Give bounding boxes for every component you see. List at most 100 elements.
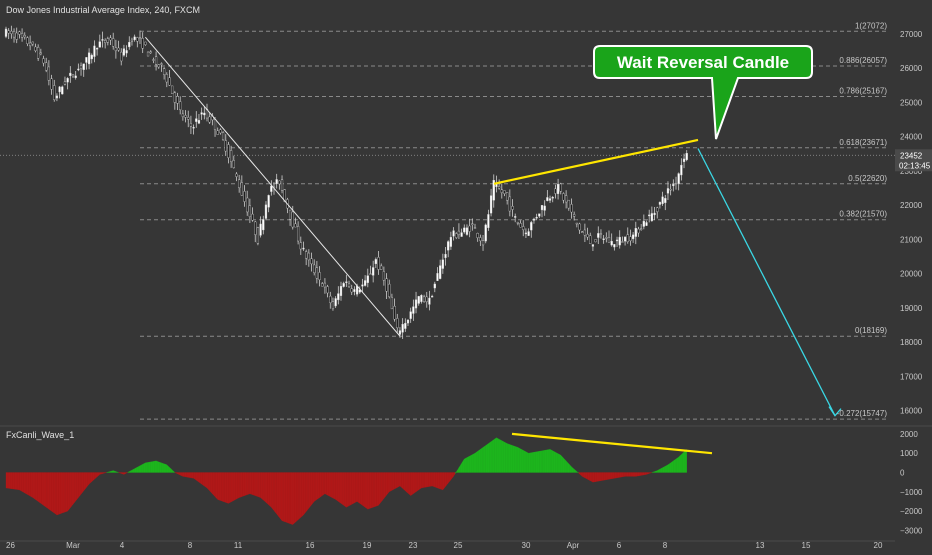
oscillator-segment <box>141 463 144 473</box>
oscillator-segment <box>346 472 349 508</box>
candle-body <box>573 214 576 217</box>
candle <box>626 227 629 244</box>
oscillator-segment <box>191 472 194 479</box>
candle <box>104 38 107 49</box>
candle-body <box>152 59 155 61</box>
oscillator-segment <box>43 472 47 508</box>
oscillator-segment <box>34 472 38 502</box>
candle-body <box>69 72 72 76</box>
candle-body <box>632 234 635 240</box>
candle-body <box>230 150 233 162</box>
candle <box>650 206 653 222</box>
oscillator-segment <box>399 472 402 488</box>
oscillator-segment <box>5 472 9 489</box>
candle <box>130 37 134 46</box>
oscillator-segment <box>67 472 70 512</box>
oscillator-segment <box>624 472 628 477</box>
oscillator-segment <box>152 461 155 473</box>
oscillator-segment <box>56 472 59 516</box>
oscillator-segment <box>373 472 376 508</box>
oscillator-segment <box>587 472 590 481</box>
oscillator-segment <box>217 472 220 501</box>
oscillator-segment <box>669 461 672 473</box>
oscillator-segment <box>512 445 515 473</box>
candle-body <box>597 233 600 238</box>
oscillator-segment <box>163 463 166 473</box>
candle-body <box>589 235 592 244</box>
osc-tick-3: −1000 <box>900 488 923 497</box>
oscillator-segment <box>240 472 243 498</box>
candle <box>393 298 396 322</box>
candle-body <box>7 30 10 34</box>
oscillator-segment <box>188 472 191 478</box>
candle <box>192 124 195 135</box>
candle-body <box>45 62 48 71</box>
candle-body <box>640 228 643 230</box>
candle-body <box>146 51 150 57</box>
oscillator-segment <box>337 472 340 503</box>
oscillator-segment <box>501 440 504 473</box>
candle-body <box>39 52 42 55</box>
oscillator-segment <box>10 472 13 490</box>
candle <box>422 294 426 303</box>
oscillator-segment <box>71 472 74 508</box>
candle <box>299 236 302 255</box>
candle <box>567 199 570 211</box>
oscillator-segment <box>143 462 146 473</box>
oscillator-segment <box>662 466 665 473</box>
oscillator-segment <box>528 452 531 473</box>
candle-body <box>187 117 190 120</box>
candle <box>623 236 627 246</box>
callout-text: Wait Reversal Candle <box>617 53 789 72</box>
candle-body <box>138 37 142 39</box>
candle <box>288 209 292 226</box>
candle <box>481 235 485 251</box>
candle <box>176 92 179 111</box>
candle-body <box>256 227 260 244</box>
candle <box>444 246 447 266</box>
time-tick-14: 15 <box>802 541 811 550</box>
candle <box>538 213 541 218</box>
candle-body <box>305 251 308 259</box>
candle <box>658 201 662 209</box>
oscillator-segment <box>181 472 184 477</box>
candle <box>63 76 67 86</box>
candle <box>420 294 423 304</box>
candle-body <box>669 188 672 191</box>
oscillator-segment <box>621 472 624 478</box>
candle <box>98 34 101 48</box>
candle-body <box>326 286 329 294</box>
candle <box>184 110 187 123</box>
candle <box>685 150 688 162</box>
oscillator-segment <box>237 472 240 499</box>
candle-body <box>34 46 37 51</box>
oscillator-segment <box>74 472 77 503</box>
candle-body <box>179 101 182 111</box>
oscillator-segment <box>419 472 422 490</box>
oscillator-segment <box>465 456 469 473</box>
candle <box>436 267 439 281</box>
wait-reversal-callout[interactable]: Wait Reversal Candle <box>593 45 813 140</box>
candle-body <box>122 48 126 56</box>
candle-body <box>548 198 552 201</box>
candle-body <box>629 236 632 242</box>
candle <box>90 53 93 64</box>
oscillator-segment <box>641 472 644 476</box>
candle <box>149 50 152 54</box>
candle-body <box>661 196 664 204</box>
candle <box>93 40 96 63</box>
candle <box>540 205 544 218</box>
candle-body <box>385 278 388 292</box>
osc-tick-1: 1000 <box>900 449 918 458</box>
candle-body <box>104 40 107 43</box>
candle <box>401 318 404 339</box>
oscillator-segment <box>392 472 395 491</box>
fib-label-6: 0(18169) <box>855 326 887 335</box>
candle-body <box>648 214 651 217</box>
divergence-line <box>511 432 713 455</box>
fib-label-4: 0.5(22620) <box>848 174 887 183</box>
candle-body <box>361 284 364 287</box>
candle-body <box>524 232 528 235</box>
